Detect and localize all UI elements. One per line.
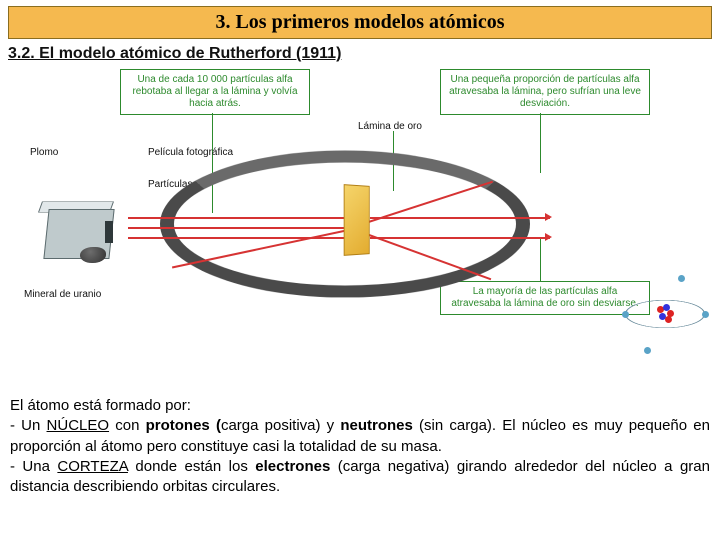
rutherford-experiment-diagram: Una de cada 10 000 partículas alfa rebot…	[0, 69, 720, 359]
arrowhead-icon	[545, 213, 552, 221]
nucleo-para: - Un NÚCLEO con protones (carga positiva…	[10, 416, 710, 457]
body-text: El átomo está formado por: - Un NÚCLEO c…	[10, 396, 710, 497]
callout-rebound: Una de cada 10 000 partículas alfa rebot…	[120, 69, 310, 115]
text: carga positiva) y	[221, 417, 340, 434]
text: con	[109, 417, 146, 434]
electron-icon	[644, 347, 651, 354]
intro-line: El átomo está formado por:	[10, 396, 710, 416]
label-uranio: Mineral de uranio	[24, 289, 101, 300]
corteza-word: CORTEZA	[57, 458, 128, 475]
leader-line	[540, 113, 541, 173]
electron-icon	[622, 311, 629, 318]
alpha-ray-through	[370, 217, 550, 219]
text: - Una	[10, 458, 57, 475]
label-plomo: Plomo	[30, 147, 58, 158]
neutrones-word: neutrones	[340, 417, 413, 434]
protones-word: protones (	[146, 417, 221, 434]
arrowhead-icon	[545, 233, 552, 241]
callout-deflect: Una pequeña proporción de partículas alf…	[440, 69, 650, 115]
text: - Un	[10, 417, 47, 434]
subtitle: 3.2. El modelo atómico de Rutherford (19…	[8, 45, 712, 63]
electron-icon	[678, 275, 685, 282]
lead-source-box	[40, 189, 130, 259]
nucleus-icon	[655, 304, 675, 324]
atom-model	[620, 269, 710, 359]
alpha-ray-through	[370, 237, 550, 239]
leader-line	[540, 237, 541, 281]
label-lamina: Lámina de oro	[358, 121, 422, 132]
title-bar: 3. Los primeros modelos atómicos	[8, 6, 712, 39]
electron-icon	[702, 311, 709, 318]
alpha-ray	[128, 217, 348, 219]
nucleo-word: NÚCLEO	[47, 417, 110, 434]
corteza-para: - Una CORTEZA donde están los electrones…	[10, 457, 710, 498]
text: donde están los	[128, 458, 255, 475]
electrones-word: electrones	[255, 458, 330, 475]
gold-foil	[344, 184, 370, 256]
alpha-ray	[128, 227, 348, 229]
